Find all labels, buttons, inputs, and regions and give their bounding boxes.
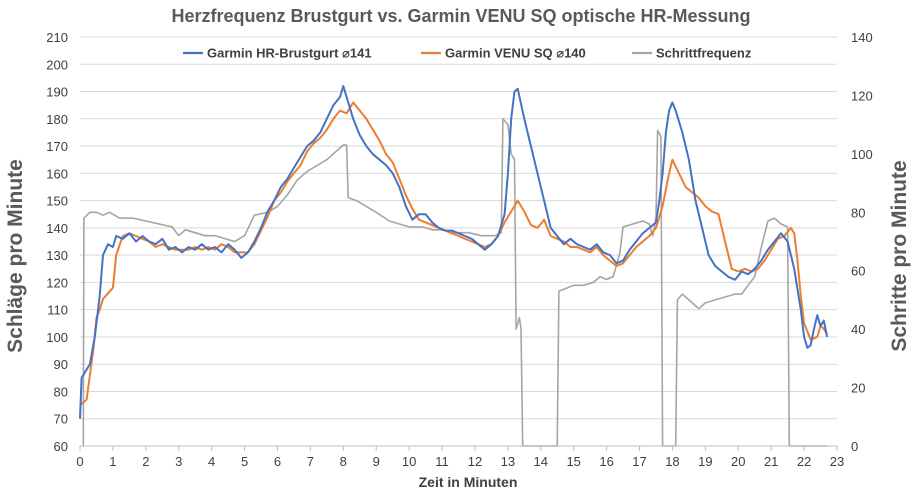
x-tick-label: 3 — [175, 454, 182, 469]
y-tick-label: 140 — [46, 221, 68, 236]
y-tick-label: 200 — [46, 57, 68, 72]
y-tick-label: 60 — [54, 439, 68, 454]
y2-tick-label: 100 — [851, 147, 873, 162]
x-tick-label: 15 — [566, 454, 580, 469]
x-tick-label: 7 — [307, 454, 314, 469]
series-layer — [79, 85, 829, 447]
x-tick-label: 23 — [830, 454, 844, 469]
x-tick-label: 11 — [435, 454, 449, 469]
y2-tick-label: 140 — [851, 30, 873, 45]
y2-tick-label: 20 — [851, 381, 865, 396]
gridlines — [80, 36, 837, 447]
y-tick-label: 110 — [47, 303, 68, 318]
x-tick-label: 10 — [402, 454, 416, 469]
y-tick-label: 130 — [46, 248, 68, 263]
x-tick-label: 17 — [632, 454, 646, 469]
y-tick-label: 100 — [46, 330, 68, 345]
y-tick-label: 80 — [54, 384, 68, 399]
x-tick-label: 22 — [797, 454, 811, 469]
y-tick-label: 150 — [46, 194, 68, 209]
y2-tick-label: 0 — [851, 439, 858, 454]
x-tick-label: 21 — [764, 454, 778, 469]
y-tick-label: 70 — [54, 412, 68, 427]
y-tick-label: 180 — [46, 112, 68, 127]
y-axis-label: Schläge pro Minute — [4, 159, 27, 353]
legend-label-1: Garmin VENU SQ ⌀140 — [445, 46, 586, 61]
y2-tick-label: 60 — [851, 264, 865, 279]
series-line-1 — [79, 101, 828, 406]
legend-label-0: Garmin HR-Brustgurt ⌀141 — [207, 46, 372, 61]
y-tick-label: 210 — [46, 30, 68, 45]
y-tick-label: 160 — [46, 166, 68, 181]
x-tick-label: 16 — [599, 454, 613, 469]
x-tick-label: 20 — [731, 454, 745, 469]
x-tick-label: 4 — [208, 454, 215, 469]
y2-axis-label: Schritte pro Minute — [888, 160, 911, 351]
series-line-2 — [82, 118, 828, 447]
x-tick-label: 18 — [665, 454, 679, 469]
x-tick-label: 12 — [468, 454, 482, 469]
y2-tick-label: 80 — [851, 205, 865, 220]
x-tick-label: 13 — [501, 454, 515, 469]
y2-tick-label: 120 — [851, 88, 873, 103]
y-tick-label: 190 — [46, 85, 68, 100]
x-axis-label: Zeit in Minuten — [419, 474, 518, 490]
legend: Garmin HR-Brustgurt ⌀141 Garmin VENU SQ ⌀… — [183, 46, 752, 61]
legend-label-2: Schrittfrequenz — [656, 46, 752, 61]
y-tick-label: 90 — [54, 357, 68, 372]
x-tick-label: 8 — [340, 454, 347, 469]
series-line-0 — [79, 85, 829, 419]
x-tick-label: 14 — [534, 454, 548, 469]
y-tick-label: 170 — [46, 139, 68, 154]
x-tick-label: 5 — [241, 454, 248, 469]
x-tick-label: 2 — [142, 454, 149, 469]
axes: 6070809010011012013014015016017018019020… — [46, 30, 872, 469]
chart-title: Herzfrequenz Brustgurt vs. Garmin VENU S… — [171, 6, 750, 26]
y-tick-label: 120 — [46, 275, 68, 290]
x-tick-label: 0 — [76, 454, 83, 469]
x-tick-label: 9 — [373, 454, 380, 469]
y2-tick-label: 40 — [851, 322, 865, 337]
x-tick-label: 19 — [698, 454, 712, 469]
x-tick-label: 1 — [109, 454, 116, 469]
x-tick-label: 6 — [274, 454, 281, 469]
